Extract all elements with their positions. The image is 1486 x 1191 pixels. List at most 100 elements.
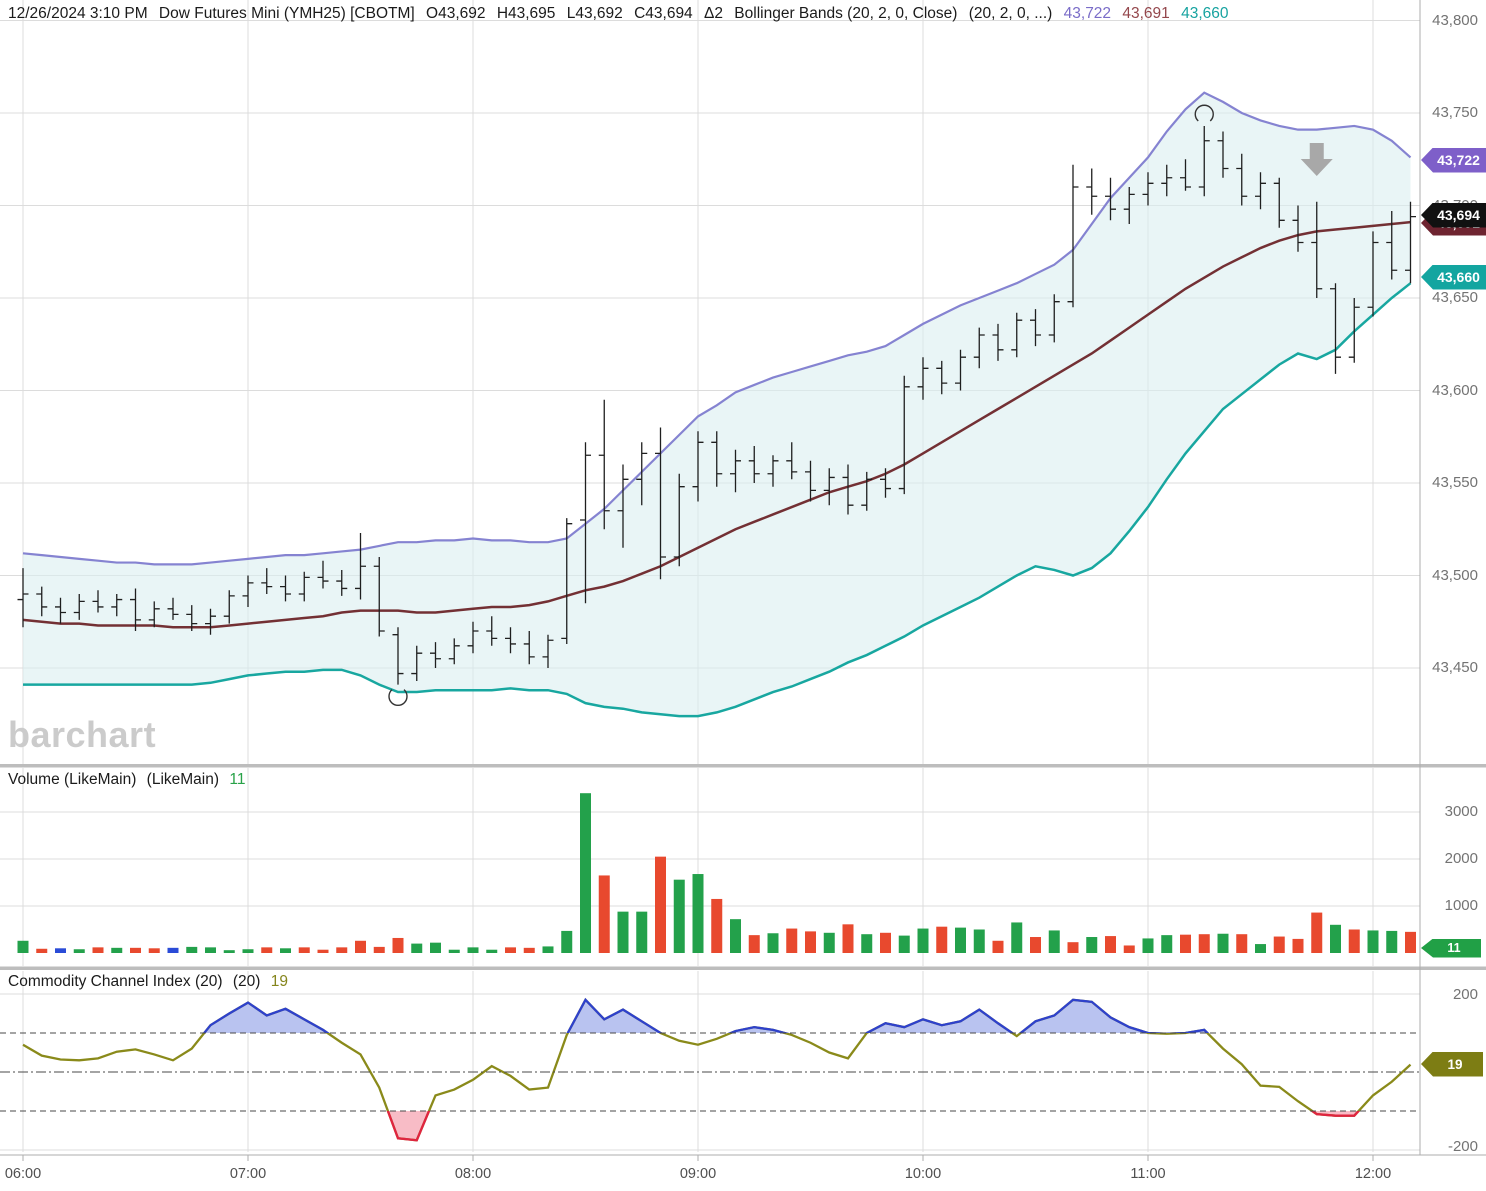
volume-bar — [805, 931, 816, 953]
axis-badge-last-price: 43,694 — [1421, 202, 1486, 228]
volume-bar — [1161, 935, 1173, 953]
volume-bar — [148, 948, 160, 953]
volume-bar — [92, 947, 104, 953]
volume-bar — [373, 946, 385, 953]
volume-bar — [1367, 930, 1379, 953]
price-pane[interactable] — [17, 91, 1417, 718]
cci-study2-label[interactable]: (20) — [232, 973, 261, 990]
volume-bar — [167, 947, 179, 953]
volume-bar — [17, 940, 29, 953]
down-arrow-icon — [1300, 143, 1333, 176]
volume-bar — [748, 935, 760, 953]
chart-header: 12/26/2024 3:10 PM Dow Futures Mini (YMH… — [8, 5, 1236, 23]
volume-bar — [523, 947, 535, 953]
volume-axis-label: 1000 — [1444, 897, 1478, 914]
high-arc-marker — [1194, 104, 1214, 122]
volume-bar — [692, 874, 704, 953]
volume-bar — [1048, 930, 1060, 953]
volume-bar — [505, 947, 516, 953]
cci-study-label[interactable]: Commodity Channel Index (20) — [8, 973, 223, 990]
header-high: H43,695 — [496, 5, 556, 22]
cci-current-value: 19 — [270, 973, 288, 990]
price-axis-label: 43,500 — [1432, 566, 1478, 584]
volume-bar — [280, 948, 291, 953]
header-study-params[interactable]: (20, 2, 0, ...) — [968, 5, 1053, 22]
volume-axis-label: 3000 — [1444, 803, 1478, 820]
volume-bar — [1086, 937, 1098, 953]
header-change: Δ2 — [704, 5, 723, 22]
volume-bar — [1236, 934, 1248, 953]
volume-bar — [1311, 912, 1323, 953]
barchart-watermark-logo: barchart — [8, 714, 157, 755]
volume-bar — [861, 934, 873, 953]
header-study-bb[interactable]: Bollinger Bands (20, 2, 0, Close) — [734, 5, 958, 22]
volume-axis-label: 2000 — [1444, 850, 1478, 867]
volume-bar — [355, 940, 366, 953]
volume-bar — [1330, 924, 1341, 953]
volume-bar — [786, 928, 798, 953]
price-axis-label: 43,550 — [1432, 474, 1478, 491]
volume-bar — [130, 947, 141, 953]
ohlc-bars — [17, 125, 1416, 685]
panel-frame — [0, 0, 1486, 1156]
volume-bar — [1123, 945, 1135, 953]
volume-bar — [1348, 929, 1360, 953]
volume-pane[interactable] — [17, 793, 1417, 953]
volume-bar — [242, 949, 254, 953]
volume-bar — [936, 926, 948, 953]
cci-pane-label: Commodity Channel Index (20) (20) 19 — [8, 973, 294, 991]
volume-bar — [580, 793, 591, 953]
volume-bar — [1142, 938, 1154, 953]
volume-bar — [730, 919, 741, 953]
volume-bar — [955, 927, 966, 953]
volume-bar — [1292, 938, 1304, 953]
volume-study-label[interactable]: Volume (LikeMain) — [8, 771, 137, 788]
volume-bar — [636, 911, 648, 953]
header-low: L43,692 — [566, 5, 623, 22]
volume-bar — [298, 947, 310, 953]
axis-badge-bb-lower: 43,660 — [1421, 264, 1486, 290]
volume-bar — [917, 928, 929, 953]
volume-bar — [1011, 922, 1023, 953]
volume-bar — [1198, 934, 1210, 953]
volume-bar — [561, 930, 573, 953]
volume-study2-label[interactable]: (LikeMain) — [146, 771, 220, 788]
bollinger-lower-line — [23, 282, 1412, 718]
low-arc-marker — [388, 689, 408, 707]
volume-bar — [842, 924, 854, 953]
time-axis-label: 12:00 — [1354, 1166, 1392, 1182]
volume-bar — [542, 946, 554, 953]
volume-bar — [880, 932, 891, 953]
bollinger-middle-line — [22, 220, 1411, 629]
volume-bar — [1386, 930, 1398, 953]
volume-bar — [898, 935, 910, 953]
axis-badge-cci: 19 — [1421, 1051, 1483, 1077]
volume-bar — [36, 948, 48, 953]
price-axis-label: 43,650 — [1432, 289, 1478, 306]
header-symbol: Dow Futures Mini (YMH25) [CBOTM] — [158, 5, 415, 22]
time-axis-label: 10:00 — [904, 1166, 942, 1182]
volume-bar — [467, 947, 479, 953]
volume-bar — [617, 911, 629, 953]
cci-axis-label: 200 — [1452, 986, 1478, 1003]
volume-bar — [73, 949, 85, 953]
volume-bar — [673, 879, 685, 953]
volume-bar — [411, 943, 423, 953]
volume-bar — [1105, 936, 1116, 953]
time-axis-label: 11:00 — [1130, 1166, 1166, 1182]
time-axis-label: 07:00 — [229, 1166, 267, 1182]
time-axis-label: 06:00 — [4, 1166, 42, 1182]
cci-axis-label: -200 — [1447, 1138, 1478, 1155]
volume-bar — [598, 875, 610, 953]
volume-bar — [55, 948, 66, 953]
volume-bar — [1217, 933, 1229, 953]
axis-badge-volume: 11 — [1421, 938, 1481, 958]
cci-pane[interactable] — [0, 997, 1420, 1142]
volume-bar — [186, 946, 198, 953]
gridlines — [0, 0, 1420, 1161]
volume-bar — [392, 937, 404, 953]
volume-bar — [1405, 931, 1416, 953]
volume-bar — [711, 898, 723, 953]
